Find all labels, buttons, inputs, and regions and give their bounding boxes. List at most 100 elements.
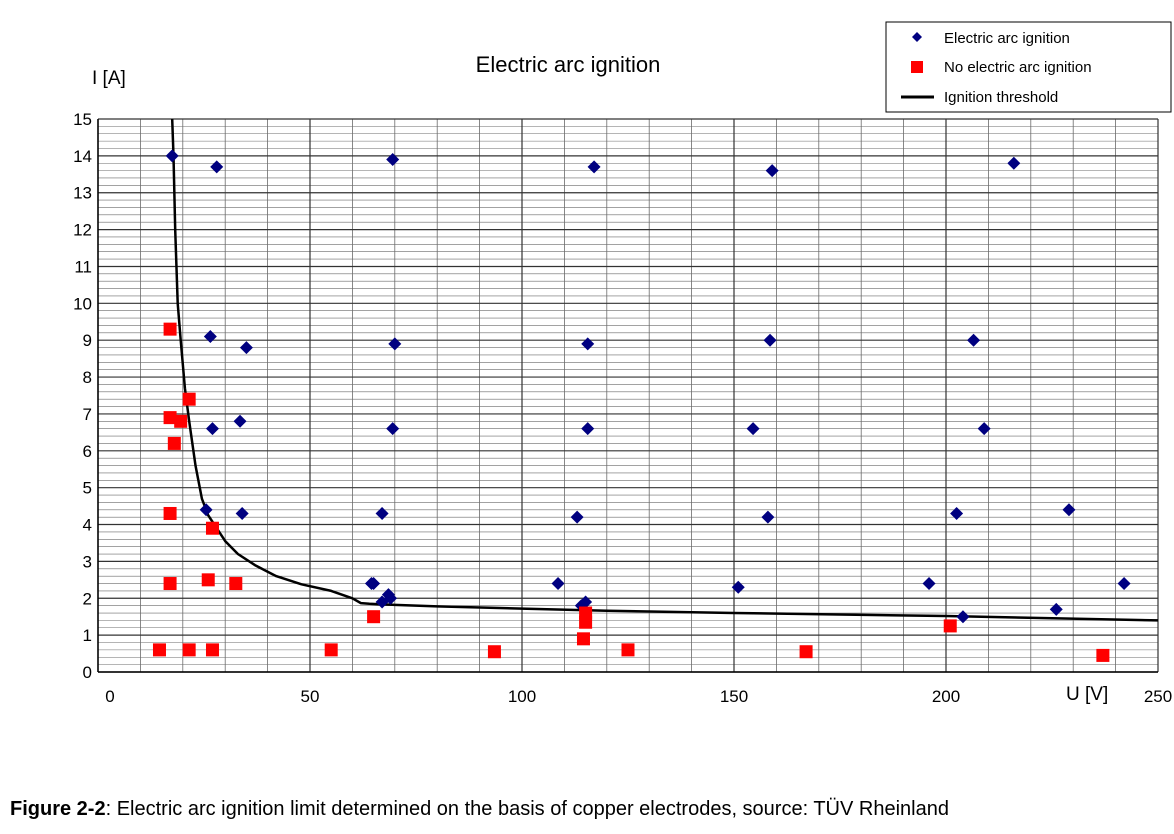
- grid-major: [97, 118, 1159, 673]
- legend-item-arc-ignition: Electric arc ignition: [912, 30, 1070, 47]
- arc-ignition-point: [210, 160, 224, 174]
- no-arc-ignition-point: [163, 322, 177, 336]
- y-tick-label: 2: [83, 589, 92, 608]
- arc-ignition-point: [233, 414, 247, 428]
- arc-ignition-point: [731, 580, 745, 594]
- no-arc-ignition-point: [621, 643, 635, 657]
- arc-ignition-point: [386, 422, 400, 436]
- arc-ignition-point: [367, 577, 381, 591]
- no-arc-ignition-point: [201, 573, 215, 587]
- no-arc-ignition-point: [182, 392, 196, 406]
- grid-minor: [98, 119, 1158, 672]
- y-tick-label: 8: [83, 368, 92, 387]
- arc-ignition-point: [763, 333, 777, 347]
- arc-ignition-point: [165, 149, 179, 163]
- y-tick-label: 15: [73, 110, 92, 129]
- points-layer: [152, 149, 1131, 662]
- arc-ignition-point: [967, 333, 981, 347]
- no-arc-ignition-point: [182, 643, 196, 657]
- y-axis-label: I [A]: [92, 68, 126, 89]
- arc-ignition-point: [579, 595, 593, 609]
- arc-ignition-point: [581, 337, 595, 351]
- no-arc-ignition-point: [943, 619, 957, 633]
- x-tick-label: 100: [508, 687, 536, 706]
- no-arc-ignition-point: [163, 506, 177, 520]
- legend-item-ignition-threshold: Ignition threshold: [901, 89, 1058, 106]
- no-arc-ignition-point: [579, 615, 593, 629]
- arc-ignition-point: [761, 510, 775, 524]
- arc-ignition-point: [203, 330, 217, 344]
- legend-item-no-arc-ignition: No electric arc ignition: [911, 59, 1092, 76]
- x-axis-label: U [V]: [1066, 684, 1108, 705]
- no-arc-ignition-point: [167, 436, 181, 450]
- arc-ignition-point: [950, 506, 964, 520]
- arc-ignition-point: [922, 577, 936, 591]
- y-tick-label: 0: [83, 663, 92, 682]
- arc-ignition-point: [765, 164, 779, 178]
- no-arc-ignition-point: [152, 643, 166, 657]
- x-tick-label: 50: [301, 687, 320, 706]
- y-tick-label: 11: [74, 257, 92, 276]
- no-arc-ignition-point: [799, 645, 813, 659]
- no-arc-ignition-point: [324, 643, 338, 657]
- x-tick-label: 150: [720, 687, 748, 706]
- no-arc-ignition-point: [205, 643, 219, 657]
- arc-ignition-point: [388, 337, 402, 351]
- no-arc-ignition-point: [163, 577, 177, 591]
- y-tick-label: 5: [83, 479, 92, 498]
- legend-square-marker: [911, 61, 923, 73]
- y-tick-label: 3: [83, 552, 92, 571]
- x-tick-label: 250: [1144, 687, 1172, 706]
- legend-label: No electric arc ignition: [944, 59, 1092, 76]
- legend-diamond-marker: [912, 32, 922, 42]
- ignition-threshold-line: [170, 118, 1159, 622]
- arc-ignition-point: [581, 422, 595, 436]
- arc-ignition-point: [1117, 577, 1131, 591]
- threshold-layer: [170, 118, 1159, 622]
- y-tick-label: 12: [73, 221, 92, 240]
- y-tick-label: 7: [83, 405, 92, 424]
- arc-ignition-point: [235, 506, 249, 520]
- figure-caption: Figure 2-2: Electric arc ignition limit …: [10, 798, 949, 821]
- arc-ignition-point: [587, 160, 601, 174]
- arc-ignition-point: [570, 510, 584, 524]
- legend-label: Ignition threshold: [944, 89, 1058, 106]
- legend-label: Electric arc ignition: [944, 30, 1070, 47]
- legend: Electric arc ignition No electric arc ig…: [885, 21, 1172, 113]
- figure-caption-number: Figure 2-2: [10, 798, 106, 820]
- y-tick-label: 10: [73, 294, 92, 313]
- no-arc-ignition-point: [229, 577, 243, 591]
- arc-ignition-point: [551, 577, 565, 591]
- arc-ignition-point: [239, 341, 253, 355]
- x-tick-label: 0: [105, 687, 114, 706]
- arc-ignition-point: [1007, 156, 1021, 170]
- no-arc-ignition-point: [367, 610, 381, 624]
- y-tick-label: 14: [73, 147, 92, 166]
- arc-ignition-point: [384, 591, 398, 605]
- no-arc-ignition-point: [163, 411, 177, 425]
- chart-title: Electric arc ignition: [476, 52, 661, 77]
- arc-ignition-point: [977, 422, 991, 436]
- arc-ignition-point: [205, 422, 219, 436]
- y-tick-label: 1: [83, 626, 92, 645]
- arc-ignition-point: [746, 422, 760, 436]
- arc-ignition-point: [956, 610, 970, 624]
- arc-ignition-point: [1049, 602, 1063, 616]
- no-arc-ignition-point: [174, 414, 188, 428]
- no-arc-ignition-point: [576, 632, 590, 646]
- axes-layer: [97, 119, 1158, 673]
- y-tick-label: 9: [83, 331, 92, 350]
- y-tick-label: 4: [83, 516, 92, 535]
- no-arc-ignition-point: [487, 645, 501, 659]
- y-tick-label: 6: [83, 442, 92, 461]
- figure-caption-text: : Electric arc ignition limit determined…: [105, 798, 949, 820]
- arc-ignition-point: [375, 506, 389, 520]
- y-tick-label: 13: [73, 184, 92, 203]
- x-tick-label: 200: [932, 687, 960, 706]
- arc-ignition-point: [386, 153, 400, 167]
- arc-ignition-point: [199, 503, 213, 517]
- no-arc-ignition-point: [1096, 648, 1110, 662]
- no-arc-ignition-point: [205, 521, 219, 535]
